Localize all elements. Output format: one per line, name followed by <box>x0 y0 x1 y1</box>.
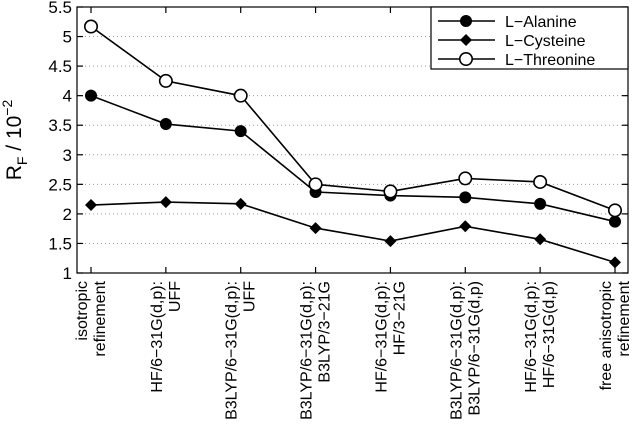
y-tick-label: 1 <box>63 264 72 283</box>
x-tick-label: isotropicrefinement <box>74 280 109 356</box>
series-line-l-cysteine <box>90 201 616 264</box>
x-tick-label: HF/6−31G(d,p):UFF <box>149 281 184 393</box>
data-point-l-alanine <box>534 197 547 210</box>
series-markers <box>84 19 622 269</box>
data-point-l-threonine <box>533 174 548 189</box>
data-point-l-threonine <box>233 88 248 103</box>
data-point-l-alanine <box>234 125 247 138</box>
data-point-l-alanine <box>609 215 621 228</box>
data-point-l-cysteine <box>234 197 247 210</box>
data-point-l-threonine <box>158 73 173 88</box>
y-tick-label: 5 <box>63 28 72 47</box>
data-point-l-cysteine <box>384 235 397 248</box>
x-tick-label: B3LYP/6−31G(d,p):UFF <box>224 281 259 420</box>
series-lines <box>90 25 616 264</box>
data-point-l-cysteine <box>85 199 97 212</box>
x-axis: isotropicrefinement HF/6−31G(d,p):UFF B3LY… <box>74 7 633 420</box>
data-point-l-alanine <box>85 89 97 102</box>
x-tick-label: B3LYP/6−31G(d,p):B3LYP/6−31G(d,p) <box>448 281 483 420</box>
plot-frame <box>76 6 629 274</box>
data-point-l-cysteine <box>459 220 472 233</box>
y-tick-label: 4 <box>63 87 72 106</box>
x-tick-label: HF/6−31G(d,p):HF/3−21G <box>373 281 408 393</box>
data-point-l-cysteine <box>534 233 547 246</box>
y-tick-label: 3 <box>63 146 72 165</box>
data-point-l-cysteine <box>159 196 172 209</box>
legend-label-l-cysteine: L−Cysteine <box>505 33 586 50</box>
x-tick-label: free anisotropicrefinement <box>598 280 633 390</box>
y-tick-label: 2.5 <box>48 175 72 194</box>
legend-marker-l-threonine <box>458 51 473 66</box>
data-point-l-cysteine <box>609 256 621 269</box>
data-point-l-alanine <box>459 191 472 204</box>
data-point-l-threonine <box>458 171 473 186</box>
data-point-l-threonine <box>383 184 398 199</box>
legend-label-l-alanine: L−Alanine <box>505 14 577 31</box>
y-tick-label: 4.5 <box>48 57 72 76</box>
x-tick-label: B3LYP/6−31G(d,p):B3LYP/3−21G <box>299 281 334 420</box>
y-axis-label: RF / 10−2 <box>0 100 30 181</box>
data-point-l-alanine <box>159 118 172 131</box>
legend-marker-l-cysteine <box>460 34 472 46</box>
y-tick-label: 1.5 <box>48 234 72 253</box>
data-point-l-threonine <box>607 203 622 218</box>
legend-marker-l-alanine <box>460 15 472 27</box>
y-tick-label: 5.5 <box>48 0 72 17</box>
y-tick-label: 3.5 <box>48 116 72 135</box>
data-point-l-cysteine <box>309 222 322 235</box>
legend: L−Alanine L−Cysteine L−Threonine <box>430 6 629 70</box>
data-point-l-threonine <box>308 177 323 192</box>
data-point-l-threonine <box>84 19 99 34</box>
series-line-l-alanine <box>90 94 616 223</box>
series-line-l-threonine <box>90 25 616 212</box>
y-tick-label: 2 <box>63 205 72 224</box>
legend-label-l-threonine: L−Threonine <box>505 52 595 69</box>
x-tick-label: HF/6−31G(d,p):HF/6−31G(d,p) <box>523 281 558 393</box>
